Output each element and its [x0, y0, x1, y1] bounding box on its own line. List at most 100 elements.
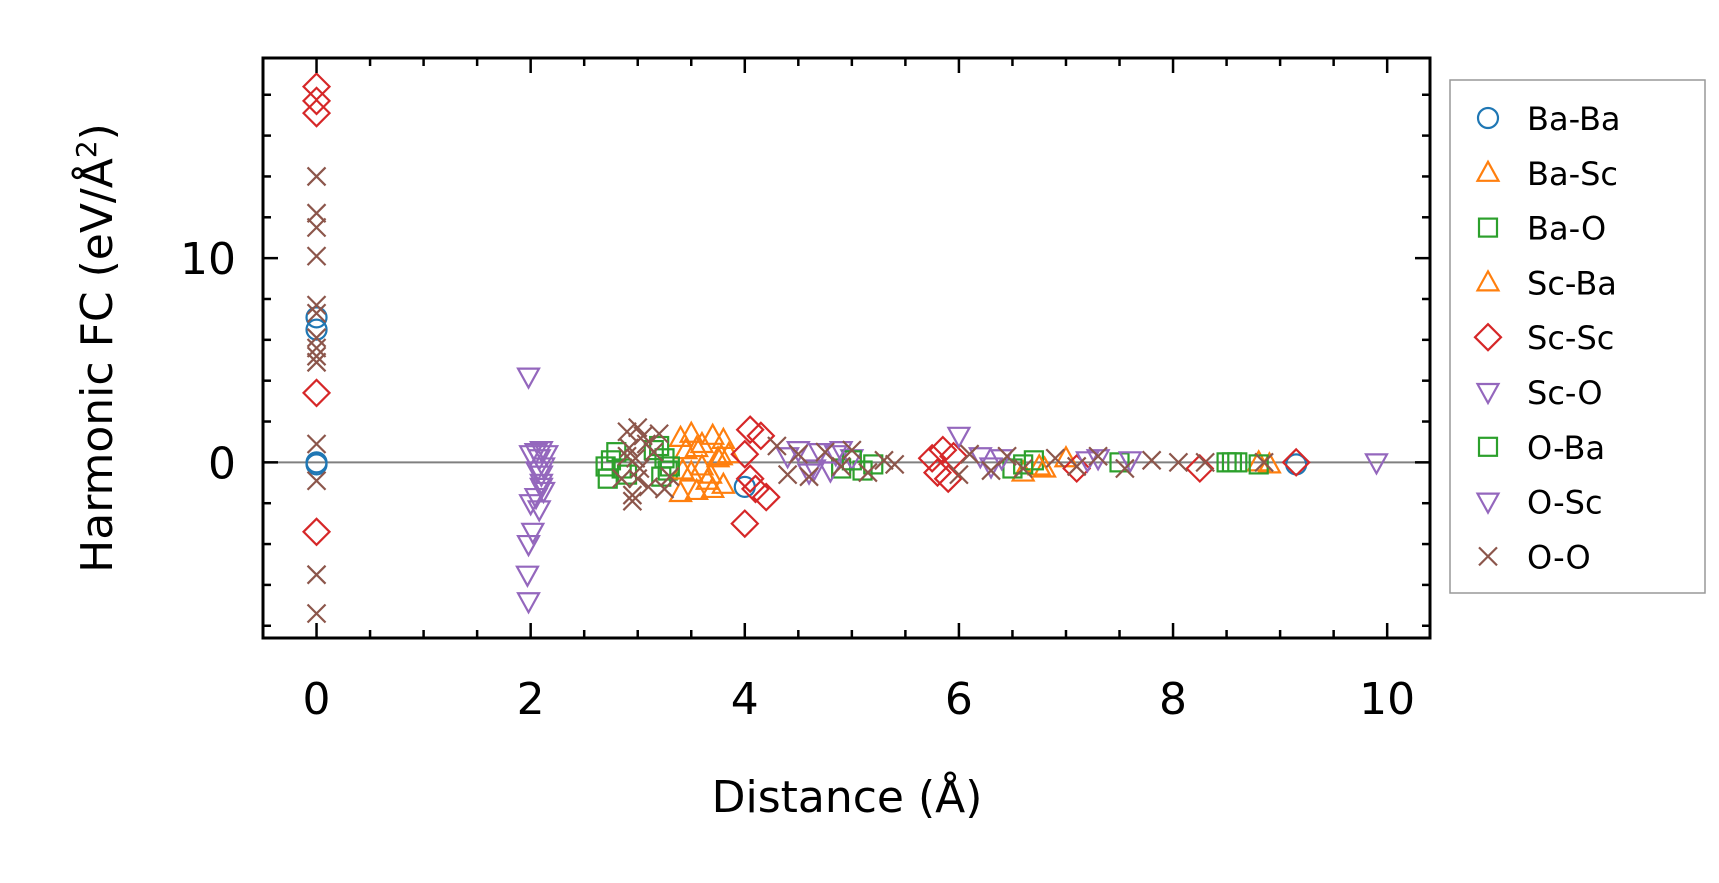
point-o-o — [660, 466, 680, 487]
point-o-o — [306, 203, 327, 223]
point-o-o — [959, 444, 980, 464]
legend-item-sc-ba: Sc-Ba — [1475, 264, 1617, 302]
point-o-o — [619, 438, 639, 458]
point-o-o — [306, 603, 327, 624]
point-sc-o — [529, 441, 554, 464]
point-sc-o — [978, 457, 1004, 480]
point-sc-sc — [301, 86, 332, 116]
point-o-o — [306, 295, 327, 315]
series-o-sc — [518, 445, 1100, 501]
point-o-o — [1254, 452, 1274, 473]
point-o-o — [788, 444, 809, 464]
point-ba-ba — [305, 318, 328, 341]
point-o-o — [981, 460, 1001, 481]
point-sc-o — [529, 465, 554, 488]
point-sc-o — [516, 367, 541, 390]
legend-item-ba-sc: Ba-Sc — [1475, 155, 1618, 193]
point-o-o — [858, 462, 878, 483]
point-ba-sc — [1032, 455, 1057, 478]
point-sc-sc — [746, 421, 776, 451]
y-axis-label: Harmonic FC (eV/Å2) — [70, 123, 123, 573]
point-ba-sc — [700, 475, 726, 499]
point-o-o — [306, 346, 327, 366]
legend-label: Sc-O — [1527, 374, 1603, 412]
point-ba-sc — [1010, 459, 1036, 482]
point-ba-ba — [305, 453, 328, 476]
x-tick-label: 2 — [517, 674, 545, 725]
point-ba-sc — [678, 459, 704, 482]
point-o-o — [649, 423, 669, 444]
series-ba-sc — [668, 420, 1282, 503]
point-o-o — [1088, 446, 1108, 467]
legend-label: O-Ba — [1527, 429, 1605, 467]
point-sc-ba — [684, 434, 709, 458]
point-ba-sc — [668, 479, 693, 503]
data-points-layer — [301, 72, 1389, 624]
point-o-o — [306, 352, 327, 373]
point-o-o — [1141, 450, 1162, 471]
point-o-o — [842, 440, 862, 460]
point-sc-sc — [730, 509, 760, 539]
point-o-o — [949, 464, 969, 485]
point-o-sc — [529, 477, 554, 501]
point-o-o — [638, 477, 659, 497]
point-o-o — [306, 470, 327, 491]
axis-ticks-layer — [261, 58, 1430, 638]
point-sc-sc — [917, 443, 947, 473]
point-sc-sc — [735, 464, 765, 494]
point-ba-o — [595, 456, 616, 477]
point-sc-o — [518, 494, 544, 517]
point-sc-sc — [730, 439, 760, 469]
point-o-o — [306, 564, 327, 585]
point-o-o — [1195, 452, 1215, 473]
legend-item-o-sc: O-Sc — [1475, 484, 1603, 522]
point-ba-sc — [700, 422, 726, 445]
legend-marker-sc-o — [1475, 382, 1501, 406]
point-sc-o — [1117, 451, 1143, 474]
legend-label: O-Sc — [1527, 484, 1603, 522]
point-o-o — [627, 417, 648, 438]
point-ba-sc — [689, 453, 715, 476]
legend-marker-o-ba — [1477, 436, 1499, 457]
point-o-o — [611, 468, 632, 489]
x-tick-label: 4 — [731, 674, 759, 725]
y-axis-label-superscript: 2 — [70, 140, 103, 158]
point-sc-sc — [751, 482, 781, 512]
legend-item-o-ba: O-Ba — [1477, 429, 1605, 467]
point-ba-o — [1002, 458, 1023, 479]
point-sc-o — [520, 522, 546, 546]
point-o-o — [306, 303, 327, 324]
point-ba-sc — [678, 420, 704, 443]
legend-item-o-o: O-O — [1478, 538, 1591, 576]
legend-item-sc-sc: Sc-Sc — [1473, 319, 1614, 357]
legend-item-ba-o: Ba-O — [1477, 210, 1606, 248]
y-tick-label: 0 — [208, 438, 236, 489]
point-sc-sc — [301, 378, 332, 408]
point-o-o — [306, 338, 327, 358]
legend-label: O-O — [1527, 538, 1591, 576]
point-sc-o — [534, 445, 560, 468]
legend-label: Ba-Ba — [1527, 100, 1621, 138]
point-ba-sc — [668, 424, 693, 447]
point-o-o — [306, 217, 327, 238]
x-axis-label: Distance (Å) — [712, 770, 983, 823]
point-sc-sc — [301, 517, 332, 547]
point-o-o — [306, 434, 327, 454]
legend-marker-o-o — [1478, 546, 1498, 567]
point-sc-ba — [1026, 453, 1052, 476]
legend-marker-ba-o — [1477, 217, 1499, 238]
series-ba-ba — [305, 306, 1308, 498]
point-ba-o — [863, 454, 884, 475]
legend-item-ba-ba: Ba-Ba — [1476, 100, 1621, 138]
x-tick-label: 10 — [1359, 674, 1415, 725]
legend-item-sc-o: Sc-O — [1475, 374, 1603, 412]
point-o-sc — [518, 445, 544, 468]
point-ba-o — [1248, 454, 1269, 475]
point-o-o — [767, 436, 787, 456]
y-tick-label: 10 — [180, 234, 236, 285]
legend-marker-ba-sc — [1475, 159, 1501, 182]
point-o-o — [1115, 458, 1135, 479]
point-o-o — [644, 442, 664, 462]
point-sc-sc — [1062, 453, 1092, 484]
point-o-ba — [1221, 452, 1243, 473]
